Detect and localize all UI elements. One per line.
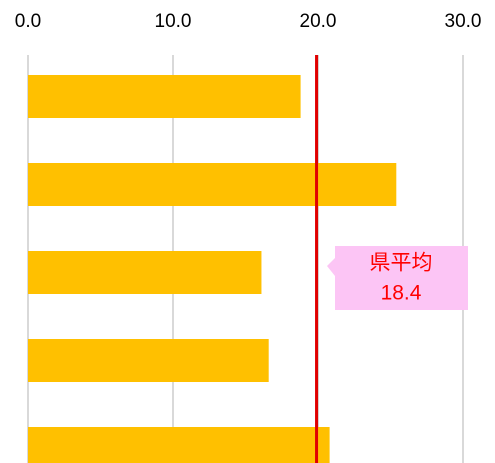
x-tick-label: 30.0: [445, 11, 482, 32]
annotation-box: [327, 246, 468, 310]
bar: [28, 251, 262, 294]
x-tick-label: 0.0: [15, 11, 41, 32]
x-tick-label: 20.0: [300, 11, 337, 32]
bar: [28, 75, 301, 118]
annotation-text: 県平均: [370, 252, 433, 275]
x-tick-label: 10.0: [155, 11, 192, 32]
bar: [28, 427, 330, 463]
bar: [28, 339, 269, 382]
bar: [28, 163, 397, 206]
annotation-text: 18.4: [381, 282, 422, 305]
